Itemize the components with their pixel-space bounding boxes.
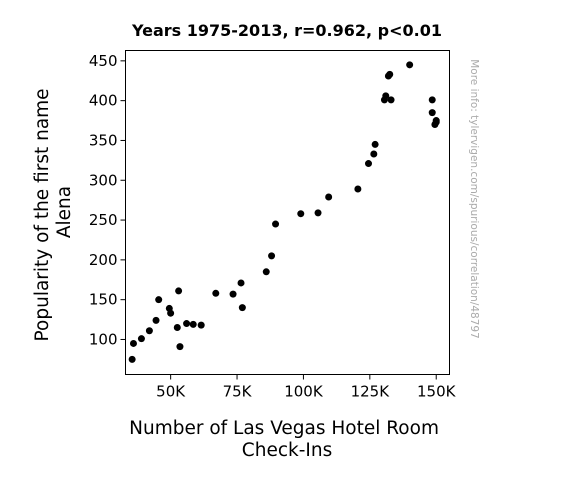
data-point [387,96,395,104]
x-tick-label: 150K [417,383,457,401]
x-axis-label-line-1: Number of Las Vegas Hotel Room [129,418,439,439]
chart-title: Years 1975-2013, r=0.962, p<0.01 [131,21,442,40]
data-point [371,140,379,148]
x-tick-label: 100K [284,383,324,401]
data-point [129,339,137,347]
data-point [145,327,153,335]
data-point [370,150,378,158]
data-point [238,304,246,312]
data-point [197,321,205,329]
data-point [128,355,136,363]
data-point [189,320,197,328]
data-point [297,210,305,218]
x-tick-label: 75K [223,383,253,401]
data-point [428,96,436,104]
x-axis-label-line-2: Check-Ins [242,440,332,461]
data-point [237,279,245,287]
y-axis-ticks: 100 150 200 250 300 350 400 450 [89,52,126,348]
data-point [152,316,160,324]
y-tick-label: 150 [89,291,118,309]
x-tick-label: 125K [351,383,391,401]
y-axis-label-line-1: Popularity of the first name [32,88,53,341]
x-axis-label: Number of Las Vegas Hotel Room Check-Ins [129,418,445,461]
data-point [382,92,390,100]
data-point [354,185,362,193]
data-point [386,70,394,78]
y-tick-label: 250 [89,211,118,229]
data-points [128,61,440,363]
y-tick-label: 100 [89,330,118,348]
x-tick-label: 50K [156,383,186,401]
y-tick-label: 300 [89,171,118,189]
y-axis-label-line-2: Alena [54,186,75,238]
data-point [175,287,183,295]
y-tick-label: 400 [89,92,118,110]
data-point [365,160,372,168]
y-axis-label: Popularity of the first name Alena [32,83,75,342]
data-point [428,109,436,117]
y-tick-label: 450 [89,52,118,70]
data-point [268,252,276,260]
data-point [137,335,145,343]
plot-frame [125,50,450,375]
data-point [314,209,322,217]
data-point [406,61,414,69]
x-axis-ticks: 50K 75K 100K 125K 150K [156,374,457,401]
data-point [212,289,220,297]
data-point [176,343,184,351]
watermark-text: More info: tylervigen.com/spurious/corre… [468,59,480,339]
data-point [167,309,175,317]
data-point [262,268,270,276]
data-point [272,220,280,228]
data-point [173,324,181,332]
axes: 50K 75K 100K 125K 150K 100 150 200 250 300 350 400… [89,50,457,401]
data-point [432,118,440,126]
data-point [229,290,237,298]
y-tick-label: 200 [89,251,118,269]
data-point [183,320,191,328]
data-point [325,193,333,201]
y-tick-label: 350 [89,131,118,149]
data-point [155,296,163,304]
